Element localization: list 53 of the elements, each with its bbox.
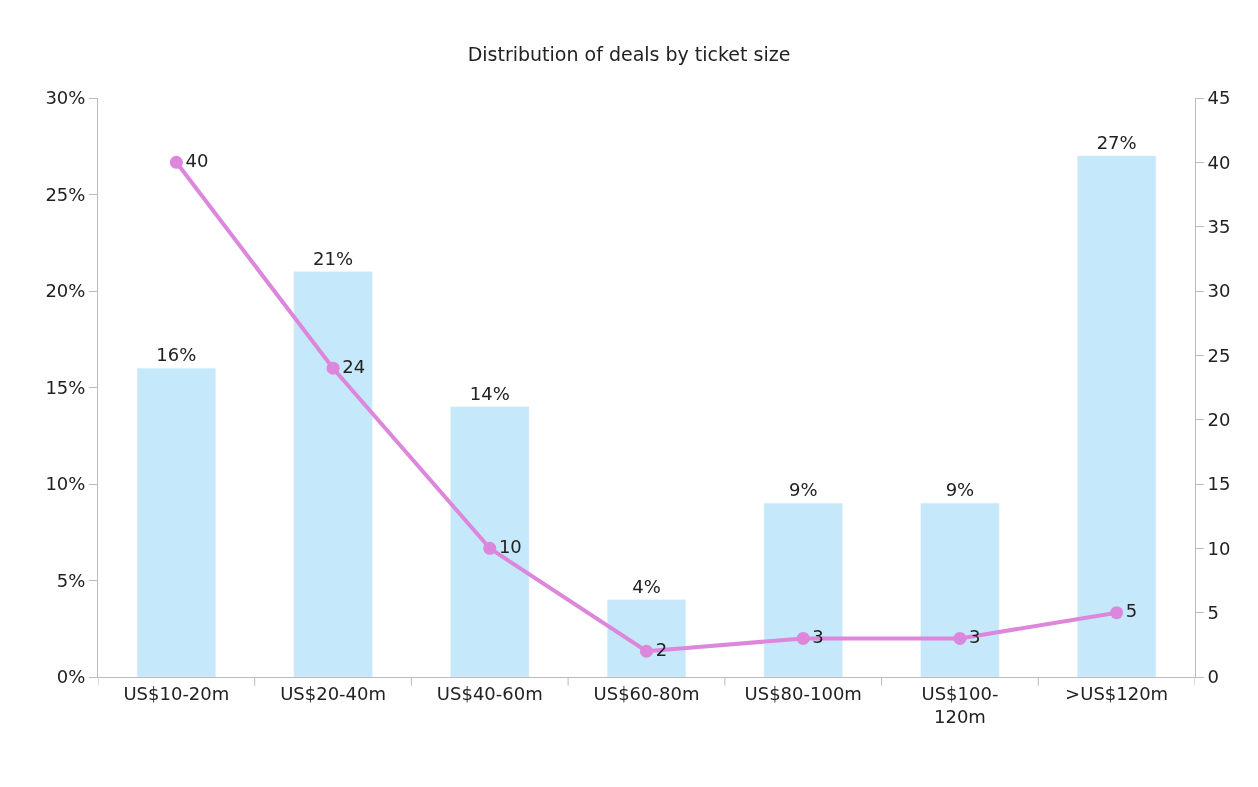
x-tick-label: US$20-40m — [280, 682, 387, 704]
y-tick-label: 30% — [45, 87, 86, 109]
bar — [920, 503, 1000, 677]
y2-tick-label: 10 — [1207, 537, 1231, 559]
y-tick-label: 10% — [45, 473, 86, 495]
x-tick-label: US$100-120m — [921, 682, 999, 727]
point — [169, 155, 183, 169]
y2-tick-label: 45 — [1207, 87, 1231, 109]
x-tick-label: US$10-20m — [123, 682, 230, 704]
y-tick-label: 5% — [56, 569, 86, 591]
bar — [1077, 155, 1157, 677]
y-tick-label: 0% — [56, 666, 86, 688]
x-tick-label: US$60-80m — [593, 682, 700, 704]
point — [953, 631, 967, 645]
bar — [293, 271, 373, 677]
y-tick-label: 15% — [45, 376, 86, 398]
bar — [450, 406, 530, 677]
y-tick-label: 20% — [45, 280, 86, 302]
point — [483, 541, 497, 555]
data-label: 9% — [788, 479, 818, 501]
x-tick-label: US$40-60m — [436, 682, 543, 704]
data-label: 3 — [969, 625, 981, 647]
chart-title: Distribution of deals by ticket size — [467, 42, 791, 65]
y-tick-label: 25% — [45, 183, 86, 205]
y2-tick-label: 30 — [1207, 280, 1231, 302]
data-label: 2 — [655, 638, 668, 660]
x-tick-label: >US$120m — [1065, 682, 1169, 704]
bar — [607, 599, 686, 677]
data-label: 16% — [156, 344, 197, 366]
y2-tick-label: 5 — [1207, 601, 1220, 623]
y2-tick-label: 40 — [1207, 151, 1231, 173]
bar — [136, 367, 216, 677]
y2-tick-label: 15 — [1207, 473, 1231, 495]
bar — [763, 503, 843, 677]
data-label: 5 — [1125, 600, 1138, 622]
data-label: 21% — [313, 247, 354, 269]
point — [640, 644, 653, 658]
data-label: 4% — [632, 575, 661, 597]
data-label: 24 — [342, 355, 366, 377]
data-label: 9% — [945, 479, 975, 501]
data-label: 10 — [498, 535, 522, 557]
y2-tick-label: 0 — [1207, 666, 1220, 688]
y2-tick-label: 35 — [1207, 215, 1231, 237]
point — [1110, 606, 1124, 620]
x-tick-label: US$80-100m — [744, 682, 862, 704]
point — [796, 631, 810, 645]
data-label: 3 — [812, 625, 824, 647]
y2-tick-label: 20 — [1207, 408, 1231, 430]
data-label: 27% — [1096, 131, 1137, 153]
data-label: 40 — [185, 149, 209, 171]
y2-tick-label: 25 — [1207, 344, 1231, 366]
point — [326, 361, 340, 375]
data-label: 14% — [469, 382, 510, 404]
